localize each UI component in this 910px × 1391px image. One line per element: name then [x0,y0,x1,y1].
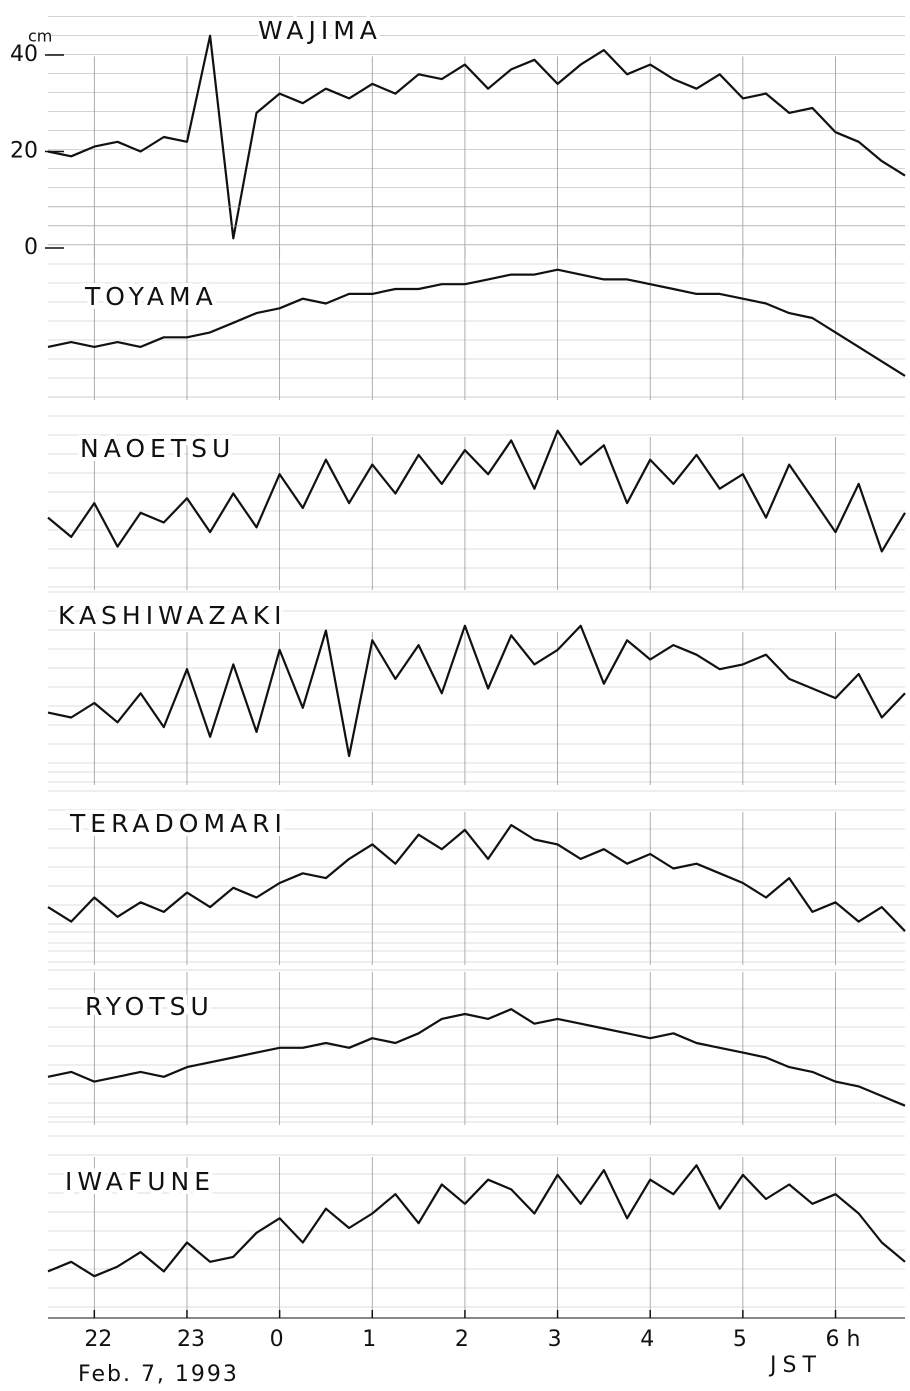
x-tick-label: 0 [270,1327,284,1352]
y-tick-label: 20 [10,138,38,163]
trace [48,626,905,756]
trace [48,1009,905,1105]
trace [48,36,905,239]
station-label: TOYAMA [84,282,218,311]
y-axis-unit: cm [28,26,52,45]
station-label: RYOTSU [85,992,214,1021]
y-tick-label: 40 [10,42,38,67]
station-label: IWAFUNE [65,1167,215,1196]
station-label: TERADOMARI [69,809,287,838]
x-tick-label: 6 h [826,1327,861,1352]
x-axis-label: JST [768,1353,822,1378]
trace [48,825,905,931]
x-tick-label: 23 [177,1327,205,1352]
x-tick-label: 1 [362,1327,376,1352]
station-label: WAJIMA [258,16,382,45]
x-tick-label: 2 [455,1327,469,1352]
x-tick-label: 5 [733,1327,747,1352]
x-tick-label: 22 [84,1327,112,1352]
station-label: KASHIWAZAKI [58,601,287,630]
y-tick-label: 0 [24,235,38,260]
x-tick-label: 3 [548,1327,562,1352]
figure: WAJIMA02040cmTOYAMANAOETSUKASHIWAZAKITER… [0,0,910,1391]
station-label: NAOETSU [80,434,235,463]
x-tick-label: 4 [640,1327,654,1352]
date-label: Feb. 7, 1993 [78,1362,239,1387]
